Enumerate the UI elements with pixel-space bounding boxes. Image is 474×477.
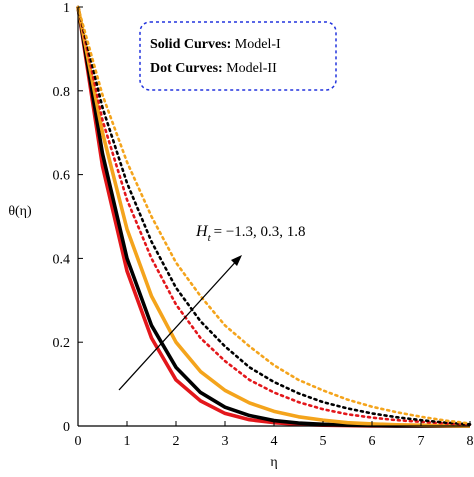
arrow-head [231, 255, 242, 266]
annotation-bold: Dot Curves: [150, 61, 223, 76]
x-tick-label: 7 [418, 434, 425, 449]
y-tick-label: 0.4 [53, 252, 71, 267]
dotted-line [76, 5, 472, 425]
arrow-label-text: = −1.3, 0.3, 1.8 [214, 224, 306, 240]
x-tick-label: 3 [222, 434, 229, 449]
dotted-line [76, 5, 472, 426]
arrow-label-sub: t [208, 232, 212, 244]
annotation: Solid Curves: Model-I [150, 37, 281, 52]
x-tick-label: 8 [467, 434, 474, 449]
annotation: Dot Curves: Model-II [150, 61, 277, 76]
solid-line [76, 6, 471, 428]
y-axis-label: θ(η) [8, 204, 32, 219]
annotation-text: Model-II [226, 61, 277, 76]
annotation-box [139, 21, 337, 91]
y-tick-label: 0.8 [53, 85, 71, 100]
annotation-text: Model-I [235, 37, 281, 52]
y-tick-label: 1 [63, 1, 70, 16]
x-tick-label: 5 [320, 434, 327, 449]
x-axis-label: η [270, 455, 277, 470]
arrow-label-main: H [195, 223, 209, 240]
x-tick-label: 1 [124, 434, 131, 449]
y-tick-label: 0.6 [53, 169, 71, 184]
x-tick-label: 6 [369, 434, 376, 449]
plot: 0 0.2 0.4 0.6 0.8 1 0 1 2 3 4 5 6 7 8 [53, 1, 474, 449]
y-tick-label: 0 [63, 420, 70, 435]
annotation-bold: Solid Curves: [150, 37, 231, 52]
arrow-label: Ht = −1.3, 0.3, 1.8 [195, 223, 306, 244]
x-tick-label: 4 [271, 434, 278, 449]
dotted-line [76, 5, 472, 427]
x-tick-label: 0 [75, 434, 82, 449]
x-tick-label: 2 [173, 434, 180, 449]
arrow [118, 256, 241, 391]
y-tick-label: 0.2 [53, 336, 71, 351]
